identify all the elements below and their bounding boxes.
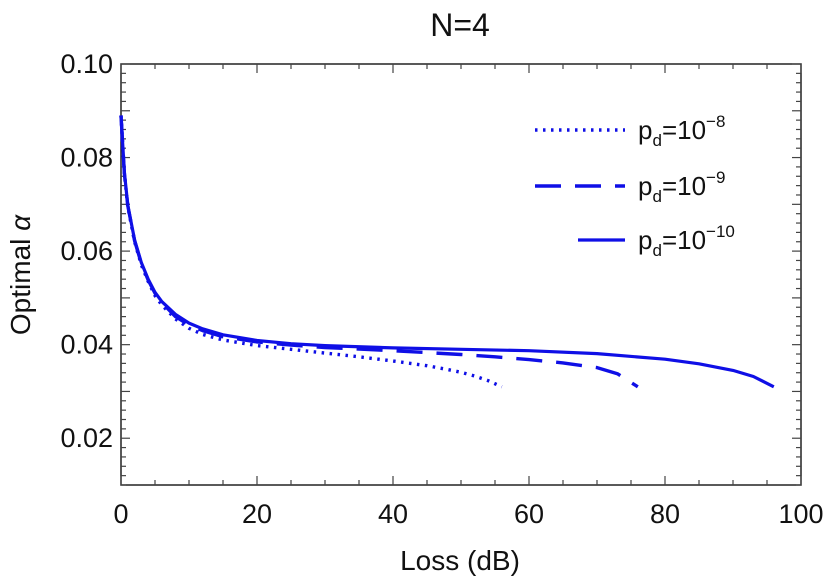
legend-eq: =10 (662, 225, 706, 255)
x-tick-label: 60 (514, 499, 544, 529)
y-tick-label: 0.04 (60, 330, 113, 360)
x-tick-label: 80 (650, 499, 680, 529)
legend-eq: =10 (662, 115, 706, 145)
series-line-3 (119, 115, 775, 389)
x-tick-label: 20 (242, 499, 272, 529)
x-tick-label: 100 (778, 499, 823, 529)
y-tick-label: 0.10 (60, 49, 113, 79)
legend-subscript: d (652, 241, 661, 260)
y-axis-label: Optimal α (5, 214, 36, 335)
y-axis-label-symbol: α (5, 214, 36, 231)
y-axis-label-text: Optimal (5, 231, 36, 335)
y-tick-label: 0.02 (60, 423, 113, 453)
legend-exponent: −8 (706, 112, 725, 131)
plot-area: 0 20 40 60 80 100 0.02 0.04 0.06 0.08 0.10 (60, 49, 823, 529)
legend-subscript: d (652, 187, 661, 206)
chart-title: N=4 (430, 7, 490, 43)
x-tick-label: 0 (113, 499, 128, 529)
legend-p: p (638, 171, 652, 201)
y-tick-label: 0.08 (60, 143, 113, 173)
x-tick-label: 40 (378, 499, 408, 529)
legend-exponent: −9 (706, 168, 725, 187)
legend-label-1: pd=10−8 (638, 112, 725, 150)
x-axis-label: Loss (dB) (400, 545, 520, 576)
legend-subscript: d (652, 131, 661, 150)
y-tick-label: 0.06 (60, 236, 113, 266)
legend-p: p (638, 115, 652, 145)
legend-p: p (638, 225, 652, 255)
legend-label-2: pd=10−9 (638, 168, 725, 206)
legend-exponent: −10 (706, 222, 735, 241)
legend-label-3: pd=10−10 (638, 222, 735, 260)
legend: pd=10−8pd=10−9pd=10−10 (535, 112, 735, 260)
legend-eq: =10 (662, 171, 706, 201)
